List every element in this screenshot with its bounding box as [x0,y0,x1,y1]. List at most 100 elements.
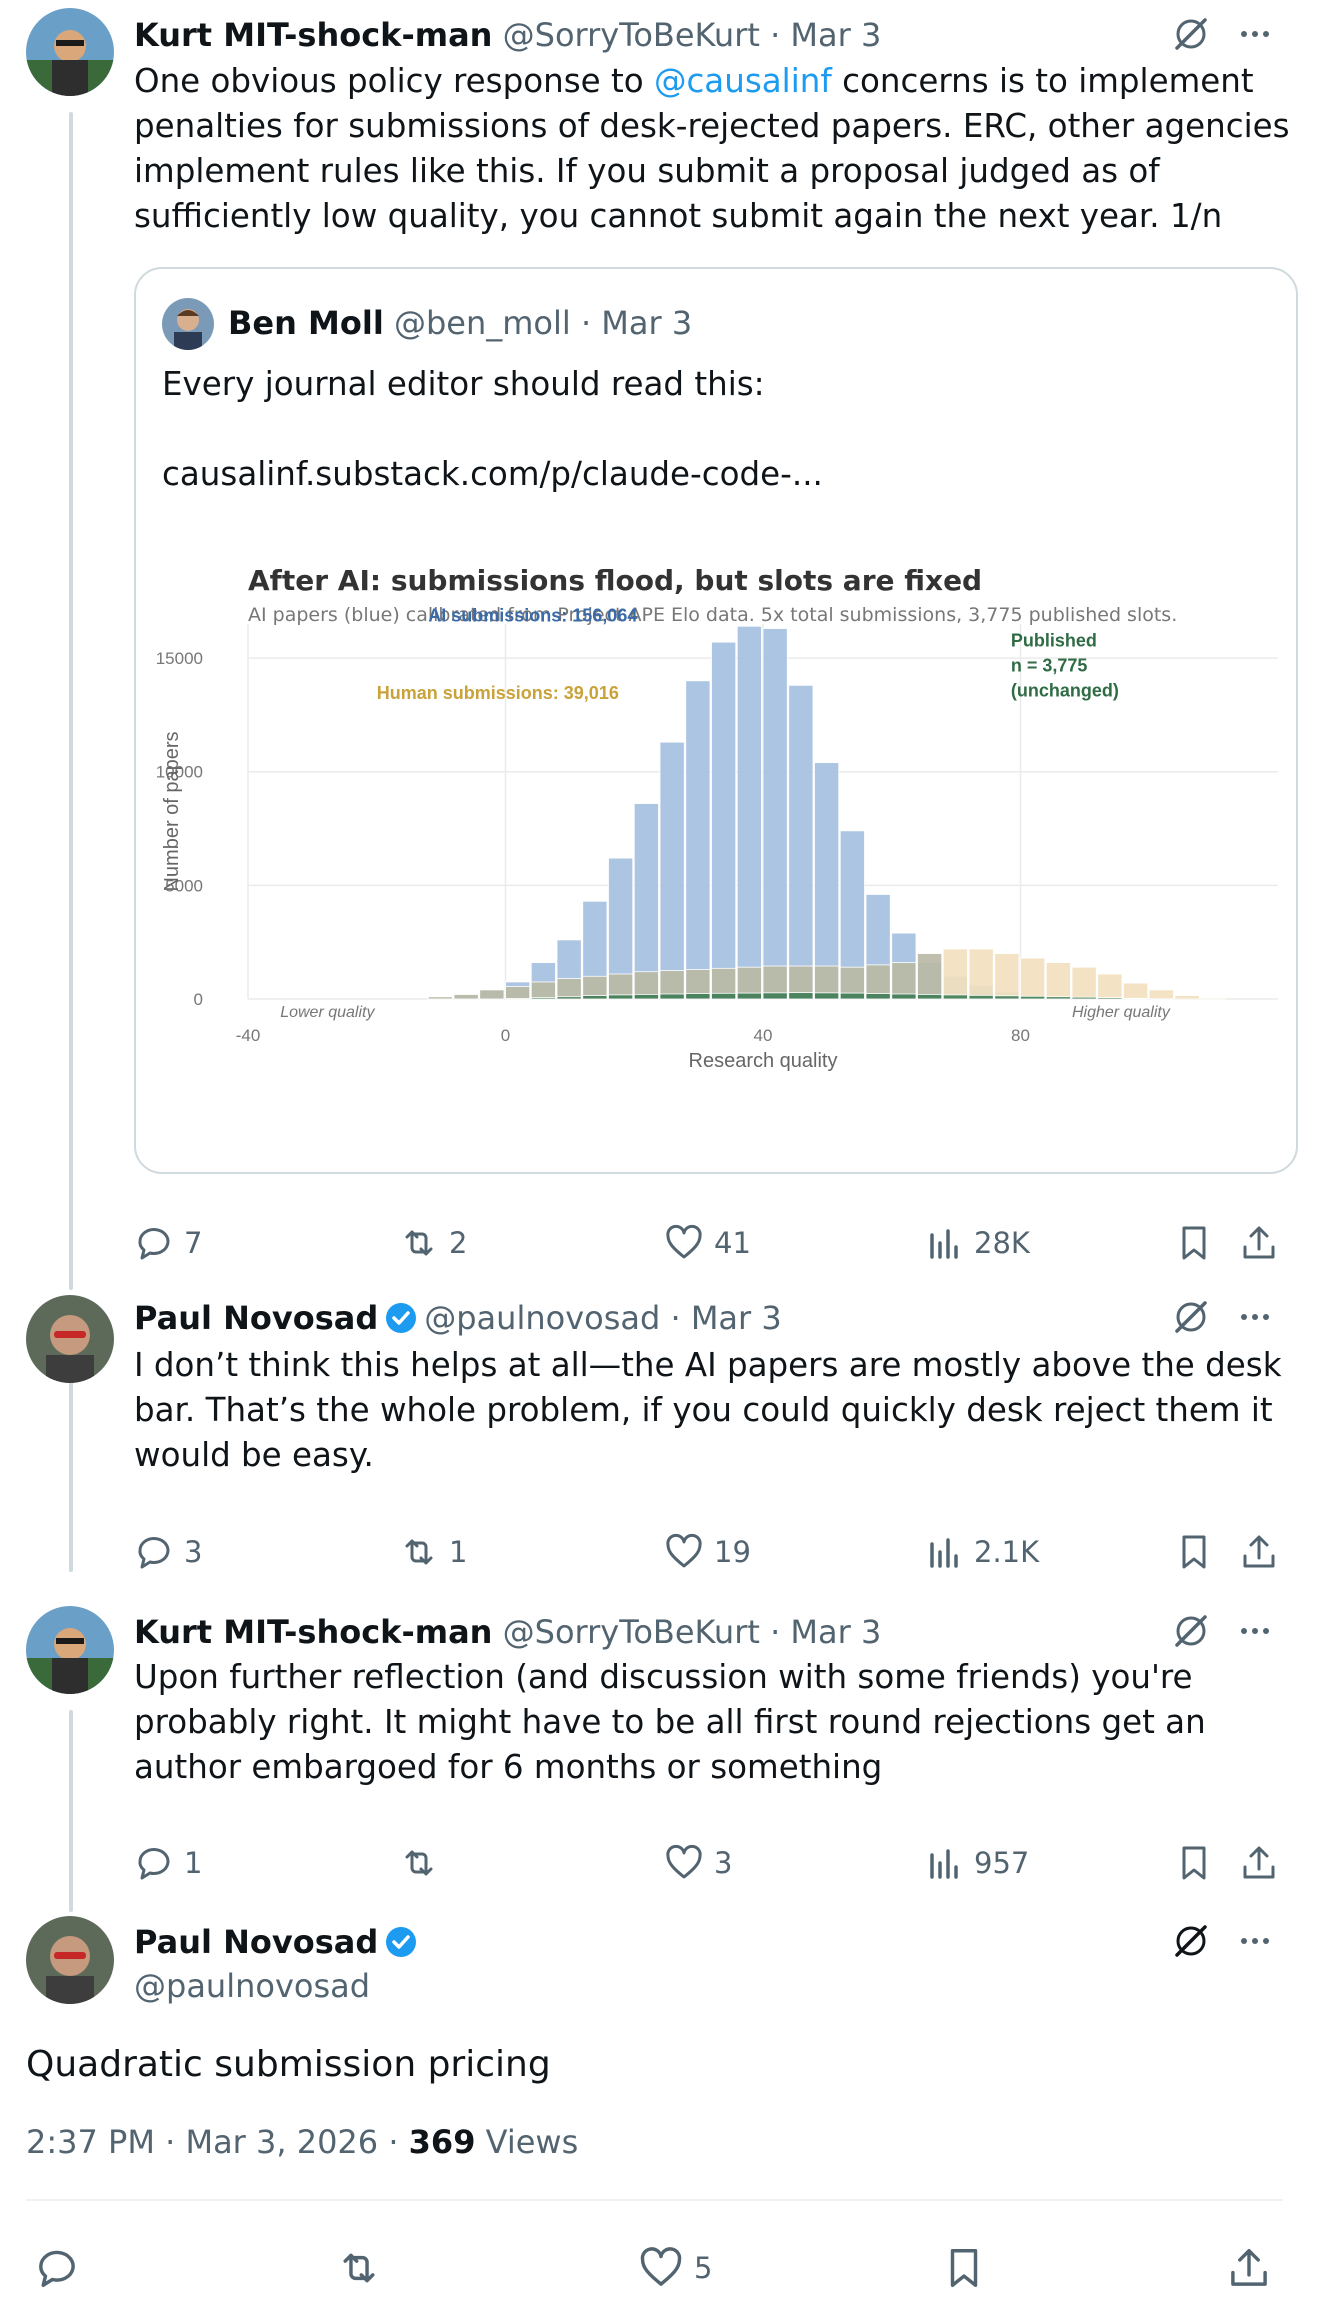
chart-title: After AI: submissions flood, but slots a… [248,564,983,597]
reply-icon [39,2250,75,2287]
histogram-bar [1097,973,1123,1000]
bookmark-button[interactable] [941,2245,987,2291]
grok-icon[interactable] [1171,1611,1211,1651]
author-name[interactable]: Kurt MIT-shock-man [134,16,493,54]
like-button[interactable]: 5 [638,2245,712,2291]
avatar[interactable] [26,8,114,96]
histogram-bar [1200,997,1226,1000]
reply-button[interactable]: 3 [134,1532,202,1572]
reply-button[interactable]: 1 [134,1843,202,1883]
histogram-bar [891,962,917,1000]
retweet-button[interactable]: 2 [399,1223,467,1263]
tweet-date[interactable]: Mar 3 [790,16,882,54]
histogram-bar [530,997,556,1000]
grok-icon[interactable] [1171,1297,1211,1337]
chart-image[interactable]: After AI: submissions flood, but slots a… [148,534,1288,1154]
quote-text: Every journal editor should read this: c… [162,362,823,497]
reply-button[interactable] [34,2245,80,2291]
thread-line [69,1710,73,1912]
views-button[interactable]: 28K [924,1223,1030,1263]
more-icon[interactable] [1235,1611,1275,1651]
histogram-bar [736,625,762,1000]
histogram-bar [659,741,685,1000]
views-icon [930,1229,958,1259]
histogram-bar [917,953,943,1000]
reply-count: 7 [184,1226,203,1260]
tweet-text: One obvious policy response to @causalin… [134,59,1294,239]
quote-line: Every journal editor should read this: [162,365,765,403]
more-icon[interactable] [1235,1297,1275,1337]
tweet-date[interactable]: Mar 3 [790,1613,882,1651]
share-button[interactable] [1239,1532,1279,1572]
author-handle[interactable]: @paulnovosad [134,1967,371,2005]
tweet-text-part: concerns is to implement penalties for s… [134,62,1290,235]
histogram-bar [1071,996,1097,1000]
tweet-date[interactable]: Mar 3 [601,304,693,342]
histogram-bar [865,993,891,1000]
author-name[interactable]: Kurt MIT-shock-man [134,1613,493,1651]
grok-icon[interactable] [1171,1921,1211,1961]
timestamp-text[interactable]: 2:37 PM · Mar 3, 2026 · [26,2123,409,2161]
histogram-bar [1123,982,1149,1000]
avatar[interactable] [26,1295,114,1383]
author-handle[interactable]: @ben_moll [393,304,571,342]
share-button[interactable] [1226,2245,1272,2291]
x-tick-label: 80 [1011,1026,1030,1045]
bookmark-button[interactable] [1174,1532,1214,1572]
reply-count: 1 [184,1846,203,1880]
tweet-header: Kurt MIT-shock-man @SorryToBeKurt · Mar … [134,16,881,54]
author-handle[interactable]: @SorryToBeKurt [502,16,760,54]
bookmark-button[interactable] [1174,1843,1214,1883]
like-count: 5 [694,2251,713,2285]
avatar[interactable] [26,1606,114,1694]
like-button[interactable]: 19 [664,1532,751,1572]
reply-button[interactable]: 7 [134,1223,202,1263]
histogram-bar [1020,995,1046,1000]
histogram-bar [942,994,968,1000]
histogram-bar [556,996,582,1000]
avatar[interactable] [26,1916,114,2004]
mention-link[interactable]: @causalinf [653,62,832,100]
more-icon[interactable] [1235,14,1275,54]
bookmark-icon [950,2249,978,2287]
author-name[interactable]: Ben Moll [228,304,384,342]
views-button[interactable]: 2.1K [924,1532,1039,1572]
share-button[interactable] [1239,1843,1279,1883]
author-handle[interactable]: @SorryToBeKurt [502,1613,760,1651]
retweet-button[interactable]: 1 [399,1532,467,1572]
main-tweet-actions: 5 [26,2245,1283,2295]
retweet-button[interactable] [399,1843,449,1883]
views-button[interactable]: 957 [924,1843,1029,1883]
like-button[interactable]: 41 [664,1223,751,1263]
share-icon [1243,1535,1275,1568]
avatar[interactable] [162,298,214,350]
annotation-higher-quality: Higher quality [1072,1004,1171,1021]
share-icon [1243,1226,1275,1259]
retweet-button[interactable] [336,2245,382,2291]
quoted-tweet[interactable]: Ben Moll @ben_moll · Mar 3 Every journal… [134,267,1298,1174]
histogram-bar [1097,997,1123,1000]
retweet-count: 1 [449,1535,468,1569]
histogram-bar [891,993,917,1000]
histogram-bar [505,986,531,1000]
like-button[interactable]: 3 [664,1843,732,1883]
more-icon[interactable] [1235,1921,1275,1961]
histogram-bar [814,992,840,1000]
tweet-top-actions [1171,1297,1275,1337]
tweet-date[interactable]: Mar 3 [690,1299,782,1337]
grok-icon[interactable] [1171,14,1211,54]
main-tweet-text: Quadratic submission pricing [26,2044,551,2085]
author-handle[interactable]: @paulnovosad [424,1299,661,1337]
thread-line [69,112,73,1290]
histogram-bar [762,628,788,1000]
histogram-bar [453,994,479,1000]
x-tick-label: -40 [236,1026,261,1045]
bookmark-button[interactable] [1174,1223,1214,1263]
reply-icon [138,1848,170,1880]
views-count: 957 [974,1846,1030,1880]
views-count: 28K [974,1226,1030,1260]
chart-subtitle: AI papers (blue) calibrated from Project… [248,604,1178,626]
author-name[interactable]: Paul Novosad [134,1923,379,1961]
share-button[interactable] [1239,1223,1279,1263]
author-name[interactable]: Paul Novosad [134,1299,379,1337]
